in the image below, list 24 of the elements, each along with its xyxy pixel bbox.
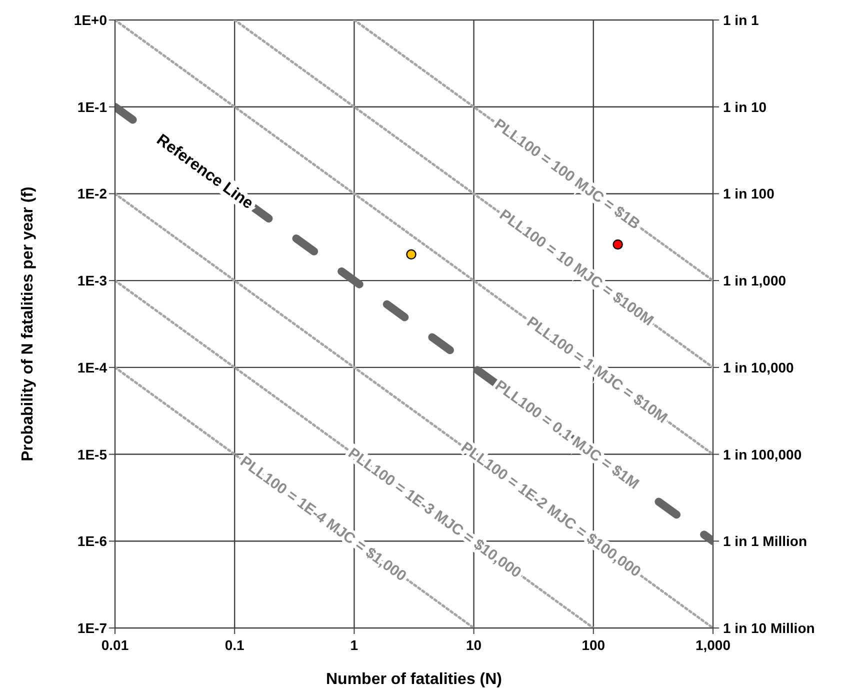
- text: 1 in 1,000: [723, 272, 786, 289]
- y-tick-label: 1E-3: [77, 272, 108, 289]
- x-tick-label: 0.01: [101, 636, 129, 653]
- y-tick-label: 1E-7: [77, 620, 108, 636]
- text: 1 in 100: [723, 186, 775, 202]
- text: 1 in 1: [723, 12, 760, 28]
- text: 1 in 10 Million: [723, 620, 815, 636]
- x-axis-title: Number of fatalities (N): [326, 671, 502, 688]
- y-tick-label: 1E-1: [77, 98, 108, 115]
- text: 1 in 1 Million: [723, 533, 808, 550]
- y-tick-label: 1E-6: [77, 533, 108, 550]
- y-tick-label: 1E+0: [74, 12, 108, 28]
- y-tick-label: 1E-5: [77, 446, 108, 462]
- y-tick-label: 1E-4: [77, 359, 108, 376]
- text: 1 in 10: [723, 98, 767, 115]
- y-axis-title: Probability of N fatalities per year (f): [20, 186, 36, 462]
- x-tick-label: 10: [466, 636, 482, 653]
- text: 1 in 10,000: [723, 359, 794, 376]
- x-tick-label: 1: [350, 636, 358, 653]
- x-tick-label: 1,000: [695, 636, 731, 653]
- text: 1 in 100,000: [723, 446, 802, 462]
- y-tick-label: 1E-2: [77, 186, 108, 202]
- x-tick-label: 100: [582, 636, 606, 653]
- x-tick-label: 0.1: [224, 636, 245, 653]
